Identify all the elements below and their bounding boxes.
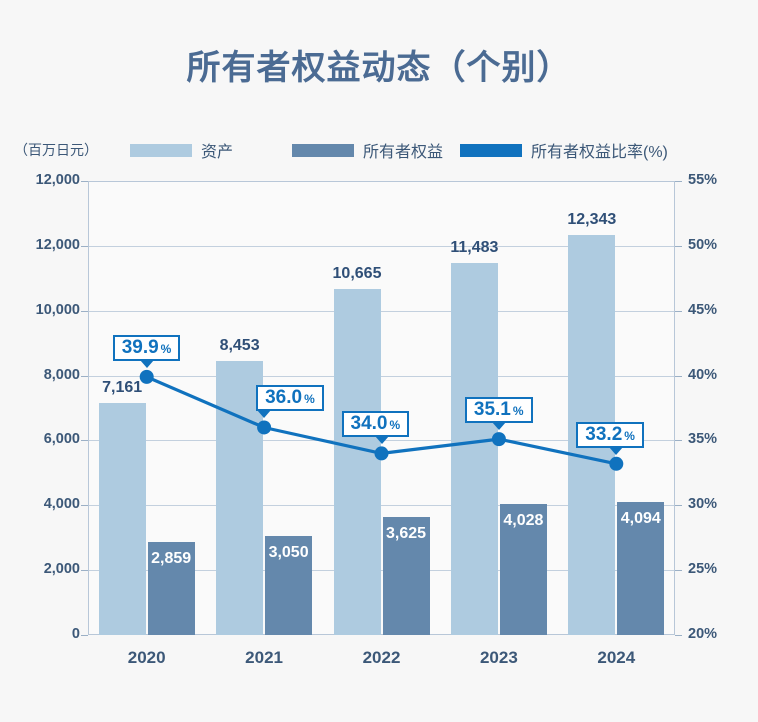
y-axis-right-tick: 25% xyxy=(688,561,718,578)
bar-label-equity: 3,625 xyxy=(385,525,427,543)
ratio-callout-arrow-icon xyxy=(257,410,272,419)
bar-label-equity: 4,094 xyxy=(620,510,661,528)
y-axis-right-tick: 35% xyxy=(688,431,718,448)
ratio-callout: 35.1% xyxy=(464,397,533,424)
y-axis-left-tick-mark xyxy=(81,440,88,442)
bar-equity[interactable] xyxy=(265,536,313,635)
y-axis-left-tick-mark xyxy=(81,245,88,247)
legend-swatch-equity-icon xyxy=(292,143,354,157)
y-axis-right-tick-mark xyxy=(675,181,682,182)
ratio-callout-arrow-icon xyxy=(139,359,154,368)
y-axis-unit-label: （百万日元） xyxy=(14,142,98,158)
y-axis-left-tick: 8,000 xyxy=(43,366,80,383)
y-axis-right-tick-mark xyxy=(675,440,682,442)
y-axis-right-tick-mark xyxy=(675,375,682,377)
bar-asset[interactable] xyxy=(333,289,381,635)
legend-swatch-ratio-icon xyxy=(460,143,522,157)
y-axis-left-tick: 0 xyxy=(71,626,80,642)
y-axis-left-tick-mark xyxy=(81,310,88,312)
bar-label-asset: 10,665 xyxy=(332,265,382,283)
bar-label-equity: 4,028 xyxy=(503,512,544,530)
x-axis-tick: 2020 xyxy=(127,648,166,667)
y-axis-left-tick-mark xyxy=(81,570,88,572)
y-axis-right-tick: 50% xyxy=(688,236,718,253)
y-axis-left-tick: 2,000 xyxy=(43,561,80,578)
bar-label-equity: 2,859 xyxy=(151,550,192,568)
ratio-callout: 39.9% xyxy=(112,334,181,361)
legend-label-equity: 所有者权益 xyxy=(363,144,444,161)
ratio-callout-percent-sign: % xyxy=(160,341,172,356)
x-axis-tick: 2022 xyxy=(362,648,401,667)
y-axis-right-tick-mark xyxy=(675,570,682,572)
chart-legend: （百万日元） 资产 所有者权益 所有者权益比率(%) xyxy=(0,139,758,163)
y-axis-left-tick-mark xyxy=(81,505,88,507)
x-axis-tick: 2024 xyxy=(597,648,636,667)
x-axis-tick: 2021 xyxy=(245,648,283,667)
x-axis-tick: 2023 xyxy=(479,648,518,667)
y-axis-right-tick: 20% xyxy=(688,626,718,642)
gridline xyxy=(89,505,674,507)
bar-label-asset: 12,343 xyxy=(567,210,617,228)
bar-label-asset: 8,453 xyxy=(219,336,260,354)
bar-asset[interactable] xyxy=(450,262,498,635)
gridline xyxy=(89,310,674,312)
bar-equity[interactable] xyxy=(617,502,665,635)
y-axis-left-tick: 12,000 xyxy=(35,236,80,253)
y-axis-left-tick: 12,000 xyxy=(35,172,80,188)
bar-label-asset: 7,161 xyxy=(102,378,143,396)
ratio-callout-arrow-icon xyxy=(491,422,506,431)
ratio-callout-percent-sign: % xyxy=(512,404,524,419)
ratio-callout-percent-sign: % xyxy=(389,418,401,433)
bar-label-equity: 3,050 xyxy=(268,544,309,562)
y-axis-right-tick-mark xyxy=(675,505,682,507)
legend-item-ratio: 所有者权益比率(%) xyxy=(460,139,668,161)
y-axis-right-tick: 30% xyxy=(688,496,718,513)
ratio-callout-value: 33.2 xyxy=(585,423,623,445)
ratio-callout-percent-sign: % xyxy=(304,392,315,407)
bar-equity[interactable] xyxy=(147,542,195,635)
y-axis-right-tick: 45% xyxy=(688,301,718,318)
y-axis-right-tick-mark xyxy=(675,245,682,247)
ratio-callout-value: 36.0 xyxy=(265,387,303,409)
y-axis-right-tick-mark xyxy=(675,635,682,636)
page-title: 所有者权益动态（个别） xyxy=(186,49,572,87)
legend-label-asset: 资产 xyxy=(201,144,234,161)
ratio-callout-arrow-icon xyxy=(374,436,389,445)
legend-swatch-asset-icon xyxy=(130,143,192,157)
bar-equity[interactable] xyxy=(382,517,430,635)
y-axis-right-tick: 55% xyxy=(688,172,718,188)
ratio-callout-value: 39.9 xyxy=(121,336,159,358)
y-axis-left-tick: 6,000 xyxy=(43,431,80,448)
gridline xyxy=(89,245,674,247)
legend-item-equity: 所有者权益 xyxy=(292,139,443,161)
legend-item-asset: 资产 xyxy=(130,139,233,161)
ratio-callout-percent-sign: % xyxy=(624,428,635,443)
bar-asset[interactable] xyxy=(98,402,146,635)
bar-label-asset: 11,483 xyxy=(450,238,499,256)
y-axis-right-tick: 40% xyxy=(688,366,718,383)
y-axis-left-tick: 10,000 xyxy=(35,301,80,318)
ratio-callout: 33.2% xyxy=(576,421,644,448)
y-axis-left-tick-mark xyxy=(81,375,88,377)
bar-equity[interactable] xyxy=(499,504,547,635)
ratio-callout: 36.0% xyxy=(256,385,324,412)
y-axis-right-tick-mark xyxy=(675,310,682,312)
y-axis-left-tick-mark xyxy=(81,635,88,636)
ratio-callout: 34.0% xyxy=(341,411,410,438)
ratio-callout-value: 35.1 xyxy=(473,399,511,421)
ratio-callout-arrow-icon xyxy=(609,446,624,455)
gridline xyxy=(89,570,674,572)
ratio-callout-value: 34.0 xyxy=(350,413,388,435)
y-axis-left-tick: 4,000 xyxy=(43,496,80,513)
legend-label-ratio: 所有者权益比率(%) xyxy=(531,144,668,161)
y-axis-left-tick-mark xyxy=(81,181,88,182)
